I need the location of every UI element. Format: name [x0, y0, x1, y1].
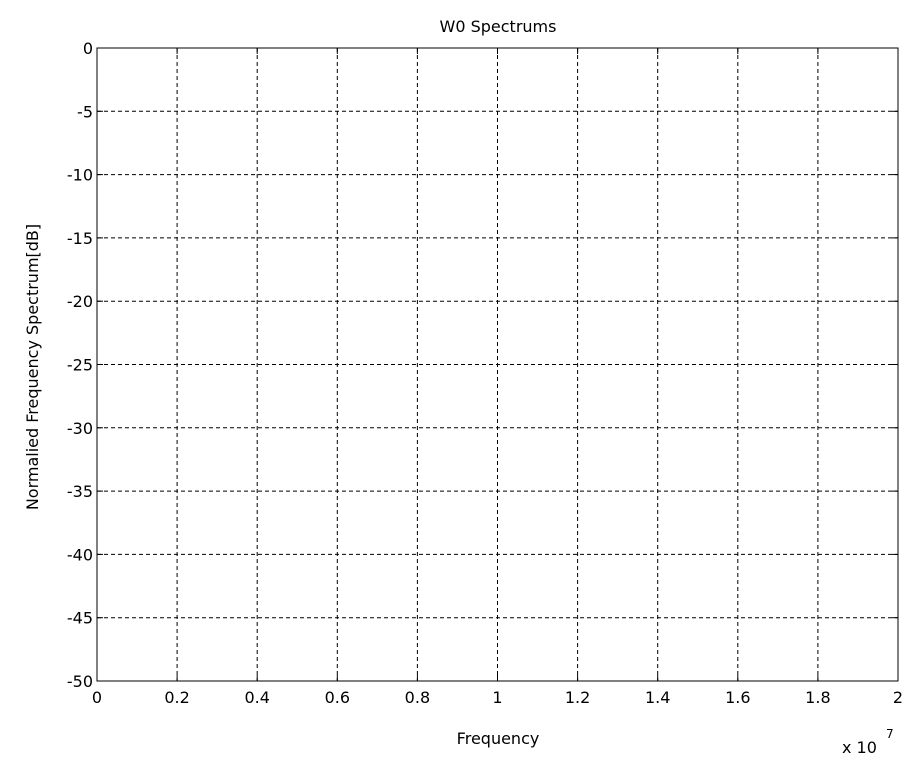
x-axis-label: Frequency [457, 729, 540, 748]
x-tick-labels: 0 0.2 0.4 0.6 0.8 1 1.2 1.4 1.6 1.8 2 [92, 688, 902, 707]
y-tick-label: -35 [67, 482, 93, 501]
y-tick-label: 0 [83, 39, 93, 58]
x-tick-label: 1.2 [565, 688, 590, 707]
chart-title: W0 Spectrums [440, 17, 557, 36]
y-tick-label: -5 [77, 102, 93, 121]
y-tick-label: -10 [67, 166, 93, 185]
plot-frame [96, 47, 899, 682]
y-tick-label: -15 [67, 229, 93, 248]
x-tick-label: 0.2 [164, 688, 189, 707]
x-tick-label: 1.8 [805, 688, 830, 707]
x-exponent-power: 7 [886, 727, 894, 741]
x-tick-label: 1 [492, 688, 502, 707]
x-tick-label: 2 [893, 688, 902, 707]
x-tick-label: 0.6 [325, 688, 350, 707]
y-tick-label: -50 [67, 672, 93, 691]
y-tick-label: -30 [67, 419, 93, 438]
x-exponent: x 10 7 [842, 727, 894, 757]
x-tick-label: 1.6 [725, 688, 750, 707]
y-tick-label: -45 [67, 609, 93, 628]
x-tick-label: 0.4 [244, 688, 269, 707]
y-tick-label: -40 [67, 545, 93, 564]
y-axis-label: Normalied Frequency Spectrum[dB] [23, 224, 42, 510]
grid [97, 48, 898, 681]
y-tick-label: -25 [67, 356, 93, 375]
x-tick-label: 0 [92, 688, 102, 707]
y-tick-label: -20 [67, 292, 93, 311]
y-tick-labels: 0 -5 -10 -15 -20 -25 -30 -35 -40 -45 -50 [67, 39, 93, 691]
x-exponent-base: x 10 [842, 738, 877, 757]
x-tick-label: 1.4 [645, 688, 670, 707]
x-tick-label: 0.8 [405, 688, 430, 707]
